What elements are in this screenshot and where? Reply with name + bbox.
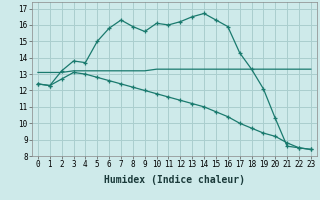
X-axis label: Humidex (Indice chaleur): Humidex (Indice chaleur): [104, 175, 245, 185]
